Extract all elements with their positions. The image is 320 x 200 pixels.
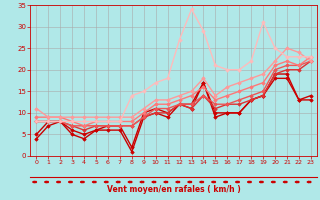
X-axis label: Vent moyen/en rafales ( km/h ): Vent moyen/en rafales ( km/h ) — [107, 185, 240, 194]
